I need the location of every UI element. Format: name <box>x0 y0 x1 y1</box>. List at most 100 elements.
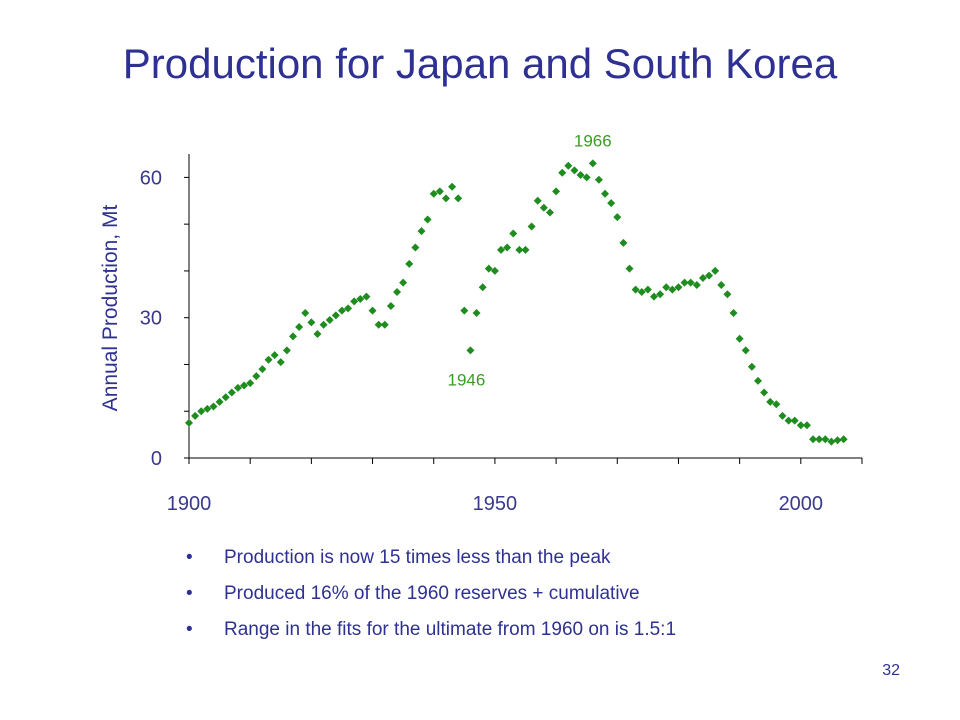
data-point <box>552 187 561 196</box>
y-tick-label: 60 <box>140 167 162 189</box>
data-point <box>723 290 732 299</box>
data-point <box>760 388 769 397</box>
data-point <box>790 416 799 425</box>
data-point <box>344 304 353 313</box>
data-point <box>637 287 646 296</box>
data-point <box>747 362 756 371</box>
data-point <box>607 199 616 208</box>
data-point <box>802 421 811 430</box>
data-point <box>405 259 414 268</box>
data-point <box>454 194 463 203</box>
data-point <box>466 346 475 355</box>
bullet-dot: • <box>186 619 193 640</box>
data-point <box>619 238 628 247</box>
data-point <box>191 411 200 420</box>
data-point <box>521 245 530 254</box>
data-point <box>448 182 457 191</box>
bullet-dot: • <box>186 583 193 604</box>
data-point <box>227 388 236 397</box>
data-point <box>656 290 665 299</box>
annotation-label: 1966 <box>574 131 612 150</box>
bullet-dot: • <box>186 547 193 568</box>
chart-labels: 1900 1950 2000 0 30 60 Annual Production, Mt 19… <box>99 131 823 515</box>
data-point <box>729 309 738 318</box>
data-point <box>472 309 481 318</box>
x-tick-label: 1900 <box>167 493 212 515</box>
data-point <box>698 273 707 282</box>
data-point <box>393 287 402 296</box>
data-point <box>411 243 420 252</box>
data-point <box>240 381 249 390</box>
data-point <box>821 435 830 444</box>
x-tick-label: 1950 <box>473 493 518 515</box>
data-point <box>270 351 279 360</box>
data-point <box>741 346 750 355</box>
data-point <box>815 435 824 444</box>
data-point <box>533 196 542 205</box>
bullet-text: Production is now 15 times less than the… <box>224 547 611 568</box>
data-point <box>350 297 359 306</box>
data-point <box>784 416 793 425</box>
y-tick-label: 30 <box>140 308 162 330</box>
data-point <box>252 372 261 381</box>
data-point <box>233 383 242 392</box>
data-point <box>399 278 408 287</box>
bullet-item: • Production is now 15 times less than th… <box>186 540 676 576</box>
data-point <box>809 435 818 444</box>
chart-axes <box>188 154 862 459</box>
data-point <box>539 203 548 212</box>
data-point <box>185 418 193 427</box>
y-tick-label: 0 <box>151 448 162 470</box>
data-point <box>625 264 634 273</box>
chart-points <box>185 159 848 446</box>
data-point <box>215 397 224 406</box>
data-point <box>601 189 610 198</box>
data-point <box>772 400 781 409</box>
bullet-item: • Produced 16% of the 1960 reserves + cum… <box>186 576 676 612</box>
data-point <box>478 283 487 292</box>
data-point <box>582 173 591 182</box>
data-point <box>717 280 726 289</box>
bullet-text: Range in the fits for the ultimate from … <box>224 619 677 640</box>
data-point <box>380 320 389 329</box>
bullet-item: • Range in the fits for the ultimate from… <box>186 612 676 648</box>
x-tick-label: 2000 <box>779 493 824 515</box>
data-point <box>301 309 310 318</box>
data-point <box>509 229 518 238</box>
data-point <box>337 306 346 315</box>
data-point <box>527 222 536 231</box>
data-point <box>282 346 291 355</box>
data-point <box>313 330 322 339</box>
data-point <box>833 436 842 445</box>
data-point <box>386 302 395 310</box>
data-point <box>484 264 493 273</box>
data-point <box>221 393 230 402</box>
bullet-list: • Production is now 15 times less than th… <box>186 540 676 648</box>
data-point <box>289 332 298 341</box>
data-point <box>631 285 640 294</box>
data-point <box>778 411 787 420</box>
data-point <box>429 189 438 198</box>
data-point <box>662 283 671 292</box>
data-point <box>705 271 714 280</box>
slide-title: Production for Japan and South Korea <box>122 40 838 87</box>
data-point <box>423 215 432 224</box>
data-point <box>594 175 603 184</box>
y-axis-label: Annual Production, Mt <box>99 205 122 412</box>
data-point <box>766 397 775 406</box>
data-point <box>711 266 720 275</box>
data-point <box>643 285 652 294</box>
data-point <box>753 376 762 385</box>
annotation-label: 1946 <box>448 370 486 389</box>
data-point <box>362 292 371 301</box>
data-point <box>197 407 206 416</box>
data-point <box>497 245 506 254</box>
data-point <box>674 283 683 292</box>
data-point <box>686 278 695 287</box>
data-point <box>735 334 744 343</box>
data-point <box>295 323 304 332</box>
data-point <box>264 355 273 364</box>
data-point <box>515 245 524 254</box>
data-point <box>668 285 677 294</box>
